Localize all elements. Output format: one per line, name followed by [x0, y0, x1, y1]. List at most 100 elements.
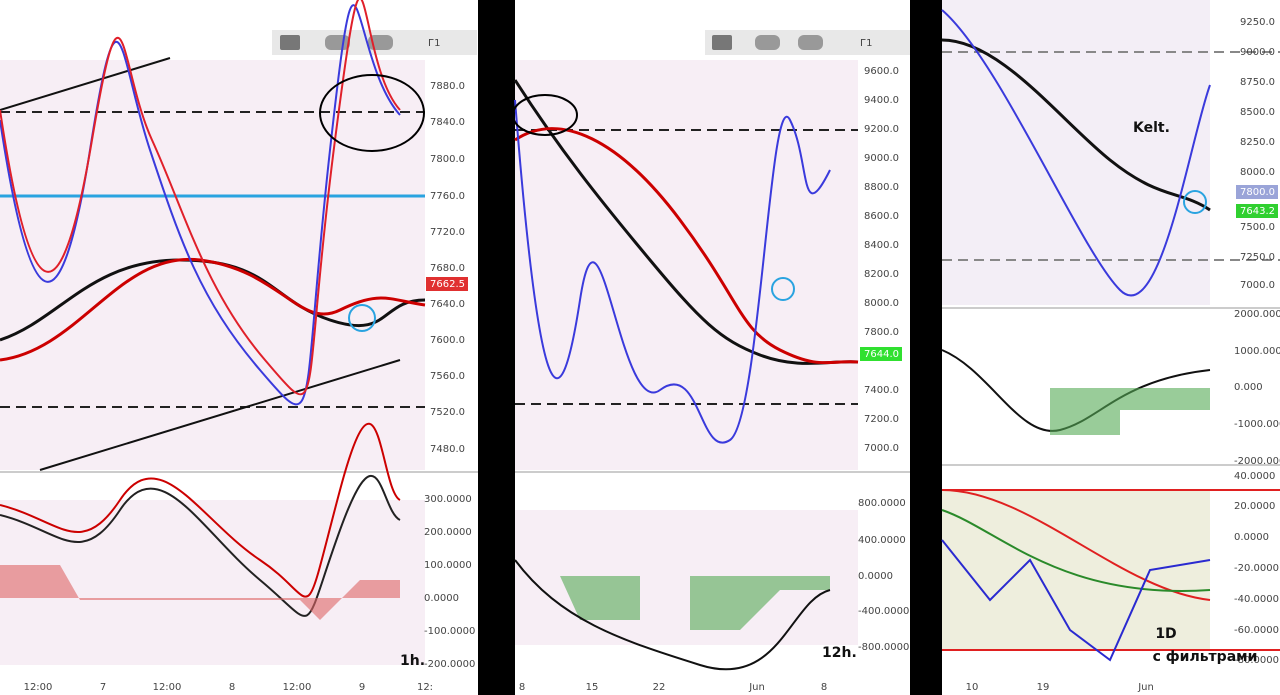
- annotation: 1h.: [400, 653, 425, 669]
- price-axis-label: 9400.0: [864, 95, 899, 106]
- trend-line: [0, 57, 401, 471]
- camera-button[interactable]: [712, 35, 732, 50]
- osc-axis-label: 0.0000: [424, 593, 459, 604]
- upload-button[interactable]: [798, 35, 823, 50]
- price-axis-label: 7400.0: [864, 385, 899, 396]
- price-axis-label: 8000.0: [1240, 167, 1275, 178]
- price-badge-label: 7644.0: [864, 349, 899, 360]
- rsi-line: [0, 0, 401, 396]
- download-button[interactable]: [755, 35, 780, 50]
- price-axis-label: 8000.0: [864, 298, 899, 309]
- osc-axis-label: 400.0000: [858, 535, 906, 546]
- osc-area: [515, 576, 830, 630]
- price-axis-label: 7520.0: [430, 407, 465, 418]
- annotation: 12h.: [822, 645, 857, 661]
- osc-axis-label: 800.0000: [858, 498, 906, 509]
- osc-axis-label: 0.000: [1234, 382, 1263, 393]
- osc-axis-label: -60.0000: [1234, 625, 1279, 636]
- osc-area: [942, 490, 1210, 650]
- price-axis-label: 7800.0: [430, 154, 465, 165]
- x-axis-label: 22: [653, 682, 666, 693]
- osc-line: [514, 559, 831, 671]
- x-axis-label: 19: [1037, 682, 1050, 693]
- timeframe-selector[interactable]: Г1: [428, 38, 440, 49]
- osc-axis-label: 0.0000: [1234, 532, 1269, 543]
- x-axis-label: 10: [966, 682, 979, 693]
- download-button[interactable]: [325, 35, 350, 50]
- price-axis-label: 7840.0: [430, 117, 465, 128]
- toolbar: [272, 30, 910, 55]
- level-line: [942, 51, 1280, 261]
- price-axis-label: 7200.0: [864, 414, 899, 425]
- x-axis-label: 12:00: [283, 682, 312, 693]
- osc-axis-label: -80.0000: [1234, 655, 1279, 666]
- plot-area: [0, 60, 425, 470]
- price-axis-label: 7480.0: [430, 444, 465, 455]
- osc-axis-label: -400.0000: [858, 606, 909, 617]
- price-axis-label: 8200.0: [864, 269, 899, 280]
- price-axis-label: 8400.0: [864, 240, 899, 251]
- annotation: 1D: [1155, 626, 1176, 642]
- price-axis-label: 7000.0: [864, 443, 899, 454]
- price-axis-label: 7760.0: [430, 191, 465, 202]
- osc-area: [0, 500, 425, 665]
- price-axis-label: 8250.0: [1240, 137, 1275, 148]
- price-axis-label: 9000.0: [1240, 47, 1275, 58]
- ma-line: [0, 258, 426, 342]
- highlight-circle: [1183, 190, 1207, 214]
- camera-button[interactable]: [280, 35, 300, 50]
- osc-area: [0, 565, 400, 620]
- x-axis-label: Jun: [1137, 682, 1154, 693]
- osc-line: [0, 422, 401, 598]
- price-axis-label: 7500.0: [1240, 222, 1275, 233]
- x-axis-label: Jun: [748, 682, 765, 693]
- x-axis-label: 9: [359, 682, 365, 693]
- price-axis-label: 7250.0: [1240, 252, 1275, 263]
- osc-axis-label: 100.0000: [424, 560, 472, 571]
- osc-axis-label: 200.0000: [424, 527, 472, 538]
- x-axis-label: 15: [586, 682, 599, 693]
- osc-axis-label: -20.0000: [1234, 563, 1279, 574]
- osc-axis-label: -40.0000: [1234, 594, 1279, 605]
- plot-area: [942, 0, 1210, 305]
- osc-axis-label: -2000.000: [1234, 456, 1280, 467]
- osc-axis-label: -1000.000: [1234, 419, 1280, 430]
- price-axis-label: 7800.0: [864, 327, 899, 338]
- osc-line: [0, 474, 401, 617]
- x-axis-label: 7: [100, 682, 106, 693]
- price-badge-label: 7643.2: [1240, 206, 1275, 217]
- osc-area: [1050, 388, 1210, 435]
- price-axis-label: 8750.0: [1240, 77, 1275, 88]
- osc-axis-label: 20.0000: [1234, 501, 1275, 512]
- x-axis-label: 8: [229, 682, 235, 693]
- price-axis-label: 9200.0: [864, 124, 899, 135]
- highlight-circle: [512, 94, 578, 136]
- x-axis-label: 12:00: [153, 682, 182, 693]
- price-axis-label: 7880.0: [430, 81, 465, 92]
- osc-axis-label: -200.0000: [424, 659, 475, 670]
- price-axis-label: 9000.0: [864, 153, 899, 164]
- indicators: [0, 0, 1280, 671]
- price-badge: [426, 277, 468, 291]
- x-axis-label: 8: [519, 682, 525, 693]
- osc-line: [941, 509, 1211, 592]
- timeframe-selector[interactable]: Г1: [860, 38, 872, 49]
- price-axis-label: 8500.0: [1240, 107, 1275, 118]
- osc-axis-label: 1000.000: [1234, 346, 1280, 357]
- price-badge: [860, 347, 902, 361]
- osc-axis-label: -100.0000: [424, 626, 475, 637]
- x-axis-label: 8: [821, 682, 827, 693]
- price-axis-label: 7560.0: [430, 371, 465, 382]
- osc-line: [941, 539, 1211, 662]
- plot-area: [515, 60, 858, 470]
- price-badge-label: 7662.5: [430, 279, 465, 290]
- price-axis-label: 7680.0: [430, 263, 465, 274]
- price-axis-label: 9600.0: [864, 66, 899, 77]
- osc-axis-label: 2000.000: [1234, 309, 1280, 320]
- ma-line: [0, 257, 426, 362]
- price-badge: [1236, 185, 1278, 199]
- price-axis-label: 7000.0: [1240, 280, 1275, 291]
- ma-line: [513, 79, 859, 365]
- price-badge: [1236, 204, 1278, 218]
